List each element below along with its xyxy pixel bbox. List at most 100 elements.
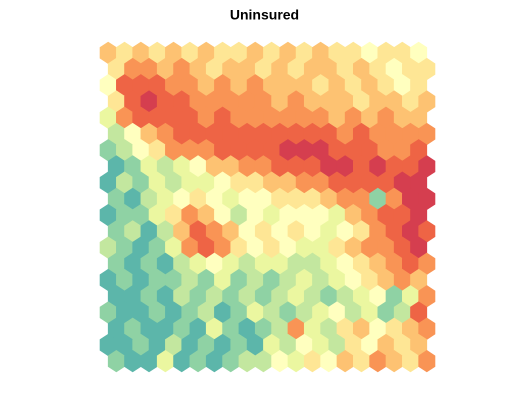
hex-cell: [197, 268, 215, 292]
hex-cell: [140, 155, 158, 178]
hex-cell: [393, 139, 411, 162]
hex-cell: [263, 139, 281, 162]
hex-cell: [312, 171, 330, 194]
hex-cell: [181, 236, 199, 259]
hex-cell: [295, 106, 313, 129]
hex-cell: [189, 187, 207, 211]
hex-cell: [124, 252, 142, 275]
hex-cell: [165, 74, 183, 97]
hex-cell: [205, 187, 223, 211]
hex-cell: [377, 139, 395, 162]
hex-cell: [156, 90, 174, 113]
hex-cell: [393, 171, 411, 194]
hex-cell: [402, 122, 419, 146]
hex-cell: [254, 90, 272, 113]
hex-cell: [246, 139, 264, 162]
hex-cell: [361, 74, 379, 97]
hex-cell: [230, 41, 248, 64]
hex-cell: [214, 333, 232, 357]
hex-cell: [303, 187, 321, 211]
hex-cell: [156, 317, 174, 340]
hex-cell: [393, 333, 411, 357]
hex-cell: [279, 106, 297, 129]
hex-cell: [197, 41, 215, 64]
hex-cell: [312, 203, 330, 227]
hex-cell: [320, 57, 338, 81]
hex-cell: [410, 236, 428, 259]
hex-cell: [132, 106, 150, 129]
hex-cell: [377, 203, 395, 227]
hex-cell: [303, 90, 321, 113]
hex-cell: [295, 41, 313, 64]
hex-cell: [295, 301, 313, 324]
hex-cell: [385, 122, 403, 146]
hex-cell: [230, 333, 248, 357]
hex-cell: [140, 187, 158, 211]
hex-cell: [230, 74, 248, 97]
hex-cell: [140, 220, 158, 243]
hex-cell: [230, 236, 248, 259]
hex-cell: [99, 333, 117, 357]
hex-cell: [189, 122, 207, 146]
hex-cell: [418, 122, 436, 146]
hex-cell: [189, 350, 207, 373]
hex-cell: [377, 41, 395, 64]
hex-cell: [197, 301, 215, 324]
hex-cell: [402, 187, 419, 211]
hex-cell: [132, 236, 150, 259]
hex-cell: [336, 317, 354, 340]
hex-cell: [189, 285, 207, 308]
hex-cell: [205, 252, 223, 275]
hex-cell: [328, 203, 346, 227]
hex-cell: [124, 220, 142, 243]
hex-cell: [344, 106, 362, 129]
hex-cell: [222, 317, 240, 340]
hex-cell: [320, 350, 338, 373]
hex-cell: [393, 236, 411, 259]
hex-cell: [320, 252, 338, 275]
hex-cell: [295, 236, 313, 259]
hex-cell: [116, 268, 133, 292]
hex-cell: [377, 74, 395, 97]
hex-cell: [295, 203, 313, 227]
hex-cell: [303, 155, 321, 178]
hex-cell: [418, 252, 436, 275]
hex-cell: [303, 122, 321, 146]
hex-cell: [263, 106, 281, 129]
hex-cell: [189, 317, 207, 340]
hex-cell: [99, 171, 117, 194]
hex-cell: [344, 268, 362, 292]
hex-cell: [279, 171, 297, 194]
hex-cell: [295, 268, 313, 292]
hex-cell: [197, 171, 215, 194]
hex-cell: [148, 203, 166, 227]
hex-cell: [238, 90, 256, 113]
hex-cell: [173, 187, 191, 211]
hex-cell: [369, 252, 387, 275]
hex-cell: [197, 139, 215, 162]
hex-cell: [173, 90, 191, 113]
hex-cell: [336, 350, 354, 373]
hex-cell: [222, 285, 240, 308]
hex-cell: [352, 57, 370, 81]
hex-cell: [107, 252, 125, 275]
hex-cell: [181, 301, 199, 324]
hex-cell: [246, 301, 264, 324]
hex-cell: [369, 57, 387, 81]
hex-cell: [410, 74, 428, 97]
hex-cell: [99, 203, 117, 227]
hex-cell: [328, 236, 346, 259]
hex-cell: [116, 203, 133, 227]
hex-cell: [99, 301, 117, 324]
hex-cell: [418, 155, 436, 178]
hex-cell: [148, 333, 166, 357]
hex-cell: [189, 252, 207, 275]
hex-cell: [132, 268, 150, 292]
hex-cell: [156, 122, 174, 146]
hex-cell: [385, 57, 403, 81]
hex-cell: [214, 301, 232, 324]
hex-cell: [312, 74, 330, 97]
hex-cell: [295, 74, 313, 97]
hex-cell: [116, 301, 133, 324]
